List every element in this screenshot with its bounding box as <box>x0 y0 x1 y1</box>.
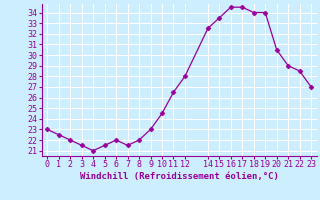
X-axis label: Windchill (Refroidissement éolien,°C): Windchill (Refroidissement éolien,°C) <box>80 172 279 181</box>
